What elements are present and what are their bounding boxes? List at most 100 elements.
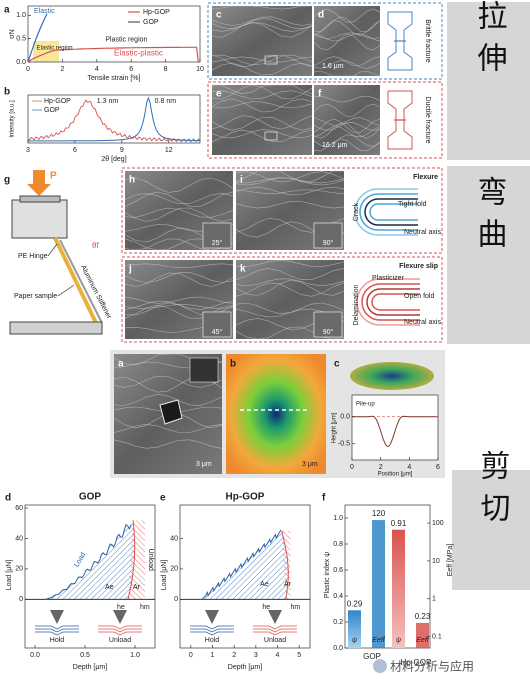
texture (313, 20, 381, 36)
y-tick-label: 0.0 (16, 59, 26, 66)
texture (235, 279, 345, 296)
annotation: Tight fold (398, 201, 427, 208)
fold-arc (369, 203, 418, 221)
texture (211, 5, 313, 10)
annotation: Neutral axis (404, 319, 441, 326)
axis-label: Eeff [MPa] (447, 544, 454, 577)
texture (124, 263, 234, 269)
panel-label: g (4, 175, 10, 186)
x-tick-label: 3 (254, 652, 258, 659)
panel-label: c (334, 359, 340, 370)
panel-label: b (230, 359, 236, 370)
texture (211, 54, 313, 68)
angle-label: 90° (323, 239, 334, 247)
panel-label: k (240, 264, 246, 275)
annotation: Ae (260, 581, 269, 588)
panel-label: a (118, 359, 124, 370)
axis-label: Load [μN] (6, 560, 13, 591)
texture (235, 189, 345, 195)
y-tick-label: -0.5 (338, 441, 350, 448)
plot-frame (351, 394, 439, 461)
texture (313, 32, 381, 39)
indenter (113, 610, 127, 624)
curve (28, 96, 200, 142)
value-label: 0.23 (415, 612, 431, 621)
layer (190, 625, 234, 630)
fold-arc (356, 278, 420, 326)
curve (201, 529, 282, 600)
x-tick-label: 5 (297, 652, 301, 659)
texture (212, 84, 313, 95)
axis-label: Tensile strain [%] (88, 75, 141, 82)
bar (348, 610, 361, 648)
plot-frame (24, 504, 156, 649)
y-tick-label: 40 (15, 535, 23, 542)
step-label: Hold (50, 637, 65, 644)
annotation: Ae (105, 584, 114, 591)
curve (352, 415, 438, 448)
texture (124, 177, 234, 193)
bar (416, 622, 429, 648)
texture (235, 186, 345, 196)
texture (211, 16, 313, 26)
panel-label: e (160, 493, 166, 504)
layer (253, 631, 297, 636)
section-box (452, 470, 530, 590)
annotation: Ar (133, 584, 141, 591)
texture (211, 18, 313, 30)
annotation: Elastic-plastic (114, 49, 163, 58)
watermark: 材料分析与应用 (390, 659, 474, 674)
micrograph (212, 6, 312, 76)
inset (202, 311, 232, 338)
texture (124, 207, 234, 218)
annotation: 0.8 nm (155, 98, 177, 105)
value-label: 0.91 (391, 519, 407, 528)
area (201, 529, 289, 600)
frame (121, 167, 443, 254)
texture (124, 207, 234, 222)
angle-label: 45° (212, 328, 223, 336)
texture (211, 90, 313, 100)
texture (211, 101, 313, 109)
annotation: Crack (353, 202, 360, 221)
series-label: ψ (396, 637, 401, 644)
scale-label: 16.2 μm (322, 142, 348, 149)
x-tick-label: 4 (95, 66, 99, 73)
indenter (205, 610, 219, 624)
annotation: hm (140, 604, 150, 611)
y2-tick-label: 0.1 (432, 633, 442, 640)
x-tick-label: 0 (189, 652, 193, 659)
surface-3d (350, 362, 434, 390)
annotation: P (50, 171, 57, 182)
x-tick-label: 3 (26, 147, 30, 154)
x-tick-label: 0.0 (30, 652, 40, 659)
fixture (11, 199, 68, 239)
texture (113, 375, 223, 388)
texture (211, 84, 313, 100)
x-tick-label: 2 (60, 66, 64, 73)
scale-label: 3 μm (302, 461, 318, 468)
value-label: 0.29 (347, 599, 363, 608)
annotation: Load (73, 551, 87, 568)
texture (313, 8, 381, 23)
texture (124, 304, 234, 319)
section-box (447, 2, 530, 160)
fold-arc (361, 283, 420, 321)
diagram-title: Flexure (413, 174, 438, 181)
axis-label: Intensity [a.u.] (10, 100, 16, 138)
axis-label: 2θ [deg] (101, 156, 126, 163)
panel-label: b (4, 87, 10, 98)
sample (53, 237, 99, 326)
annotation: Open fold (404, 293, 434, 300)
annotation: Neutral axis (404, 229, 441, 236)
watermark-icon (373, 659, 387, 673)
texture (235, 259, 345, 267)
layer (35, 631, 79, 636)
pointer (57, 284, 75, 297)
panel-label: j (128, 264, 132, 275)
x-tick-label: 6 (73, 147, 77, 154)
texture (211, 129, 313, 142)
texture (235, 177, 345, 186)
panel-label: f (322, 493, 326, 504)
indenter (50, 610, 64, 624)
